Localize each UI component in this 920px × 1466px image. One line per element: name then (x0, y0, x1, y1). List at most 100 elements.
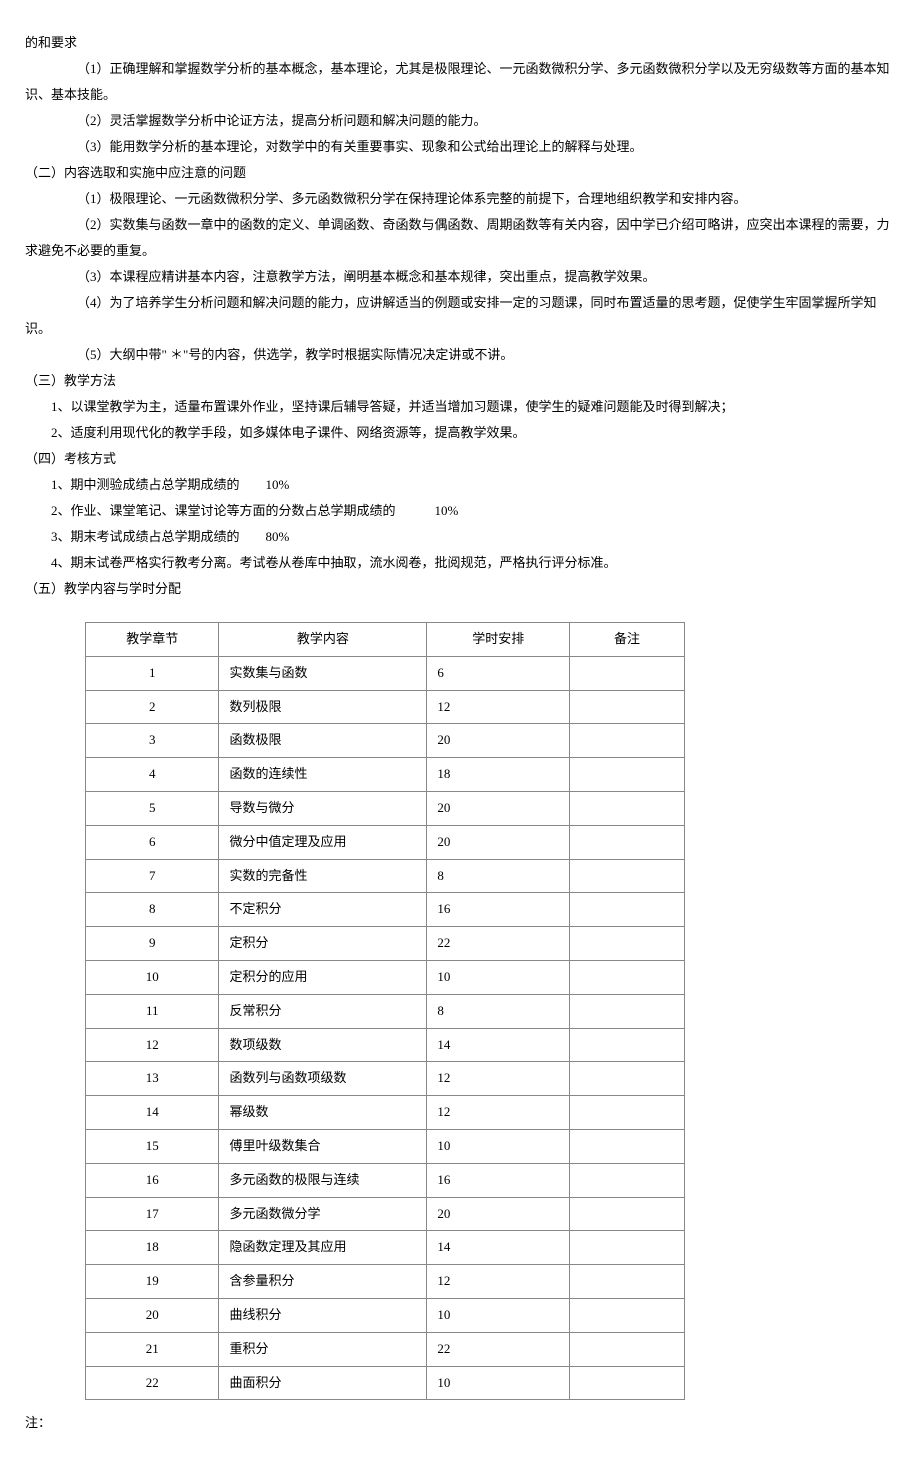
table-cell-hours: 6 (427, 656, 570, 690)
table-cell-content: 定积分 (219, 927, 427, 961)
table-cell-notes (570, 859, 685, 893)
table-row: 4函数的连续性18 (86, 758, 685, 792)
table-cell-content: 实数的完备性 (219, 859, 427, 893)
table-cell-chapter: 8 (86, 893, 219, 927)
table-cell-content: 实数集与函数 (219, 656, 427, 690)
table-row: 15傅里叶级数集合10 (86, 1129, 685, 1163)
table-row: 22曲面积分10 (86, 1366, 685, 1400)
list-item: 4、期末试卷严格实行教考分离。考试卷从卷库中抽取，流水阅卷，批阅规范，严格执行评… (25, 550, 895, 576)
table-cell-notes (570, 1096, 685, 1130)
table-row: 14幂级数12 (86, 1096, 685, 1130)
table-cell-hours: 22 (427, 1332, 570, 1366)
paragraph-line: 的和要求 (25, 30, 895, 56)
table-row: 9定积分22 (86, 927, 685, 961)
table-cell-chapter: 3 (86, 724, 219, 758)
table-cell-content: 数项级数 (219, 1028, 427, 1062)
table-cell-notes (570, 1332, 685, 1366)
table-cell-hours: 10 (427, 1298, 570, 1332)
table-cell-notes (570, 758, 685, 792)
table-cell-content: 含参量积分 (219, 1265, 427, 1299)
table-header-row: 教学章节 教学内容 学时安排 备注 (86, 623, 685, 657)
table-cell-content: 多元函数微分学 (219, 1197, 427, 1231)
table-cell-content: 幂级数 (219, 1096, 427, 1130)
schedule-table: 教学章节 教学内容 学时安排 备注 1实数集与函数62数列极限123函数极限20… (85, 622, 685, 1400)
table-cell-content: 曲面积分 (219, 1366, 427, 1400)
table-cell-hours: 14 (427, 1231, 570, 1265)
table-cell-chapter: 12 (86, 1028, 219, 1062)
table-cell-chapter: 11 (86, 994, 219, 1028)
table-cell-hours: 12 (427, 1096, 570, 1130)
table-row: 3函数极限20 (86, 724, 685, 758)
table-cell-hours: 16 (427, 893, 570, 927)
table-cell-chapter: 20 (86, 1298, 219, 1332)
table-header-content: 教学内容 (219, 623, 427, 657)
table-row: 10定积分的应用10 (86, 960, 685, 994)
table-row: 5导数与微分20 (86, 791, 685, 825)
table-cell-hours: 18 (427, 758, 570, 792)
table-cell-chapter: 13 (86, 1062, 219, 1096)
table-cell-content: 数列极限 (219, 690, 427, 724)
table-row: 13函数列与函数项级数12 (86, 1062, 685, 1096)
table-cell-notes (570, 1298, 685, 1332)
table-cell-hours: 12 (427, 690, 570, 724)
section-heading: （三）教学方法 (25, 368, 895, 394)
table-cell-content: 导数与微分 (219, 791, 427, 825)
table-row: 11反常积分8 (86, 994, 685, 1028)
table-cell-notes (570, 960, 685, 994)
table-row: 17多元函数微分学20 (86, 1197, 685, 1231)
table-row: 8不定积分16 (86, 893, 685, 927)
table-cell-hours: 20 (427, 791, 570, 825)
table-cell-chapter: 22 (86, 1366, 219, 1400)
table-cell-notes (570, 724, 685, 758)
table-row: 6微分中值定理及应用20 (86, 825, 685, 859)
table-row: 1实数集与函数6 (86, 656, 685, 690)
table-cell-chapter: 6 (86, 825, 219, 859)
table-cell-chapter: 19 (86, 1265, 219, 1299)
table-row: 18隐函数定理及其应用14 (86, 1231, 685, 1265)
table-cell-notes (570, 1265, 685, 1299)
table-cell-hours: 10 (427, 960, 570, 994)
section-heading: （四）考核方式 (25, 446, 895, 472)
table-cell-hours: 8 (427, 994, 570, 1028)
table-cell-hours: 20 (427, 1197, 570, 1231)
table-cell-content: 重积分 (219, 1332, 427, 1366)
table-cell-content: 反常积分 (219, 994, 427, 1028)
table-cell-chapter: 5 (86, 791, 219, 825)
table-cell-hours: 14 (427, 1028, 570, 1062)
paragraph-line: （4）为了培养学生分析问题和解决问题的能力，应讲解适当的例题或安排一定的习题课，… (25, 290, 895, 342)
table-cell-content: 函数极限 (219, 724, 427, 758)
table-cell-content: 函数列与函数项级数 (219, 1062, 427, 1096)
paragraph-line: （2）灵活掌握数学分析中论证方法，提高分析问题和解决问题的能力。 (25, 108, 895, 134)
table-cell-hours: 12 (427, 1062, 570, 1096)
table-cell-notes (570, 791, 685, 825)
paragraph-line: （2）实数集与函数一章中的函数的定义、单调函数、奇函数与偶函数、周期函数等有关内… (25, 212, 895, 264)
table-cell-notes (570, 656, 685, 690)
table-cell-notes (570, 1366, 685, 1400)
footer-note: 注： (25, 1410, 895, 1436)
paragraph-line: （1）极限理论、一元函数微积分学、多元函数微积分学在保持理论体系完整的前提下，合… (25, 186, 895, 212)
table-cell-chapter: 18 (86, 1231, 219, 1265)
table-cell-hours: 10 (427, 1366, 570, 1400)
table-cell-chapter: 10 (86, 960, 219, 994)
table-cell-content: 定积分的应用 (219, 960, 427, 994)
table-cell-content: 微分中值定理及应用 (219, 825, 427, 859)
table-cell-content: 傅里叶级数集合 (219, 1129, 427, 1163)
table-cell-content: 曲线积分 (219, 1298, 427, 1332)
table-header-chapter: 教学章节 (86, 623, 219, 657)
list-item: 1、期中测验成绩占总学期成绩的 10% (25, 472, 895, 498)
list-item: 1、以课堂教学为主，适量布置课外作业，坚持课后辅导答疑，并适当增加习题课，使学生… (25, 394, 895, 420)
table-cell-chapter: 7 (86, 859, 219, 893)
list-item: 2、作业、课堂笔记、课堂讨论等方面的分数占总学期成绩的 10% (25, 498, 895, 524)
table-header-notes: 备注 (570, 623, 685, 657)
table-cell-hours: 12 (427, 1265, 570, 1299)
table-cell-chapter: 14 (86, 1096, 219, 1130)
table-cell-content: 不定积分 (219, 893, 427, 927)
table-cell-notes (570, 994, 685, 1028)
table-row: 7实数的完备性8 (86, 859, 685, 893)
paragraph-line: （5）大纲中带" ＊"号的内容，供选学，教学时根据实际情况决定讲或不讲。 (25, 342, 895, 368)
table-cell-notes (570, 1129, 685, 1163)
table-cell-content: 隐函数定理及其应用 (219, 1231, 427, 1265)
table-cell-notes (570, 1062, 685, 1096)
table-cell-chapter: 9 (86, 927, 219, 961)
table-row: 20曲线积分10 (86, 1298, 685, 1332)
